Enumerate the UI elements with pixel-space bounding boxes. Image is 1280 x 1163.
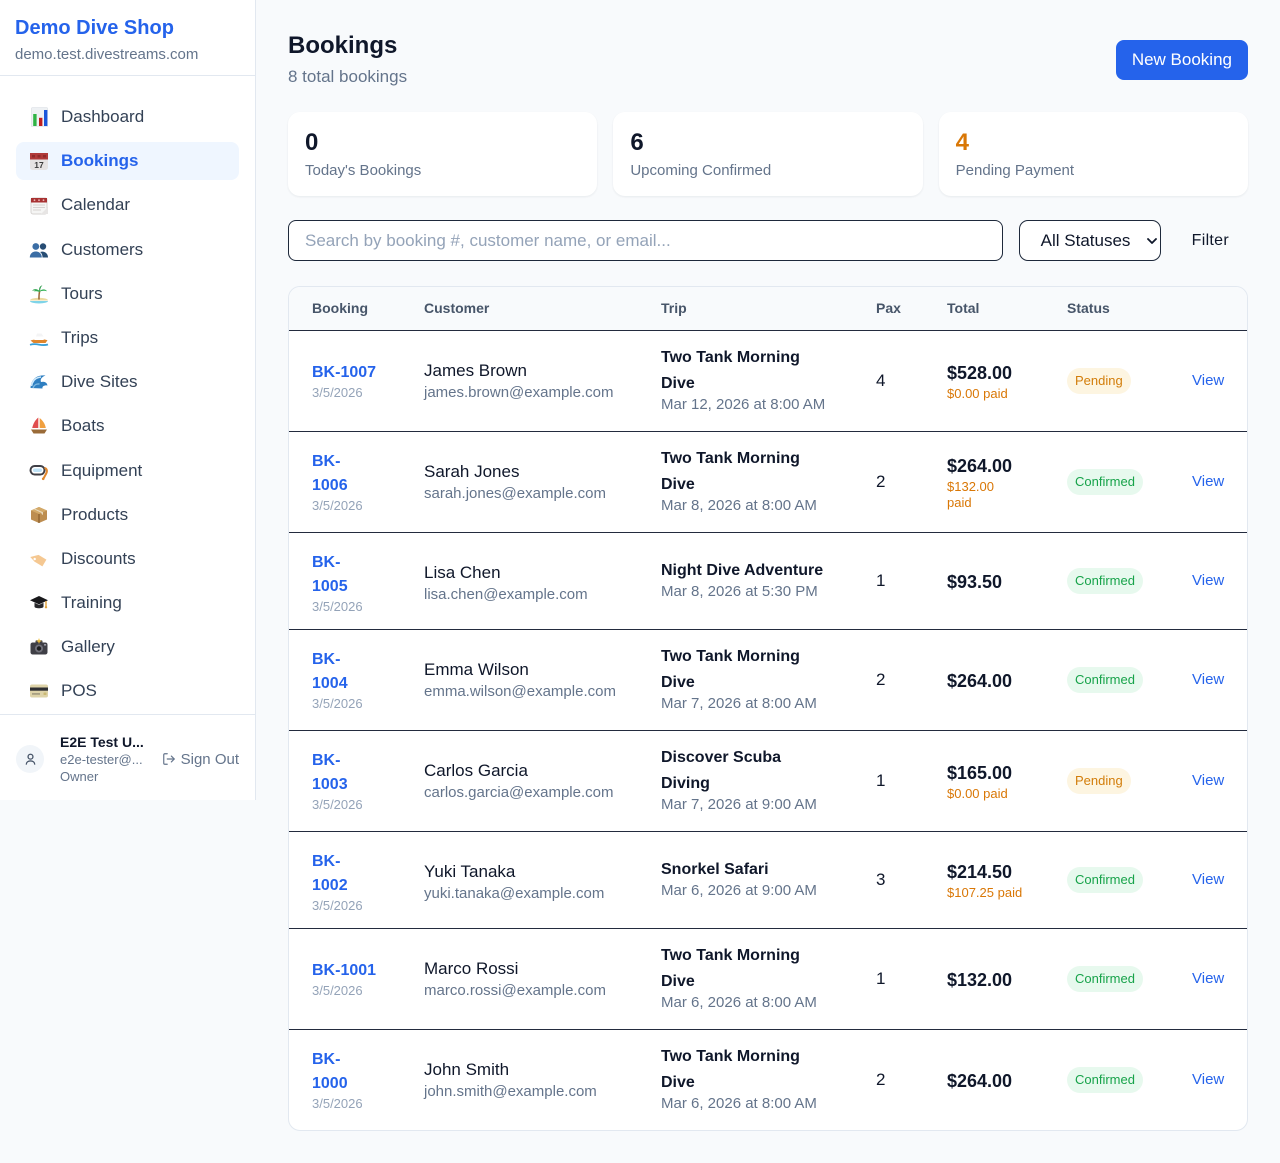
svg-text:17: 17 <box>34 160 44 170</box>
